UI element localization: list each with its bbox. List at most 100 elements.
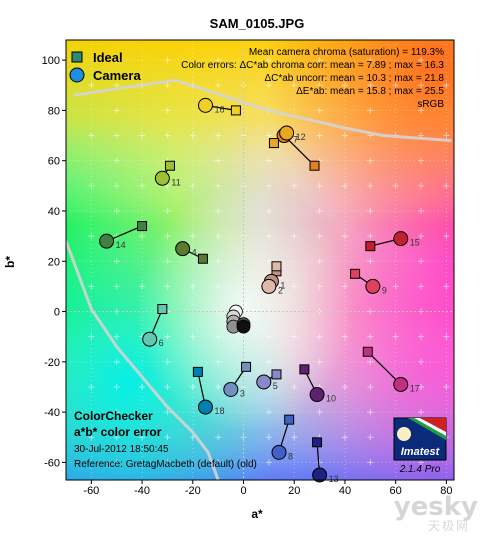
grid-cross	[215, 258, 222, 265]
grid-cross	[265, 57, 272, 64]
grid-cross	[316, 258, 323, 265]
grid-cross	[215, 409, 222, 416]
grid-cross	[418, 258, 425, 265]
ideal-point-16	[230, 105, 241, 116]
grid-cross	[418, 82, 425, 89]
ideal-point-18	[192, 366, 203, 377]
grid-cross	[367, 207, 374, 214]
grid-cross	[291, 383, 298, 390]
logo-name: Imatest	[401, 446, 441, 458]
grid-cross	[215, 82, 222, 89]
grid-cross	[164, 358, 171, 365]
grid-cross	[265, 233, 272, 240]
grid-cross	[392, 283, 399, 290]
grid-cross	[316, 459, 323, 466]
grid-cross	[113, 409, 120, 416]
error-vector-17	[367, 351, 402, 385]
grid-cross	[418, 358, 425, 365]
grid-cross	[418, 283, 425, 290]
camera-point-15	[393, 231, 409, 247]
x-tick-label: 20	[288, 485, 300, 497]
ideal-point-6	[157, 304, 168, 315]
camera-point-10	[309, 387, 325, 403]
grid-cross	[367, 182, 374, 189]
grid-cross	[291, 333, 298, 340]
grid-cross	[265, 459, 272, 466]
ideal-point-17	[362, 346, 373, 357]
grid-cross	[291, 82, 298, 89]
grid-cross	[189, 383, 196, 390]
grid-cross	[265, 358, 272, 365]
grid-cross	[164, 182, 171, 189]
grid-cross	[316, 283, 323, 290]
grid-cross	[88, 383, 95, 390]
grid-cross	[367, 434, 374, 441]
x-axis-label: a*	[251, 507, 263, 521]
grid-cross	[367, 233, 374, 240]
legend: Ideal Camera	[69, 50, 141, 83]
grid-cross	[367, 82, 374, 89]
camera-point-9	[365, 278, 381, 294]
grid-cross	[164, 57, 171, 64]
grid-cross	[189, 132, 196, 139]
grid-cross	[443, 233, 450, 240]
camera-point-11	[154, 170, 170, 186]
grid-cross	[341, 283, 348, 290]
grid-cross	[88, 283, 95, 290]
grid-cross	[164, 258, 171, 265]
grid-cross	[189, 182, 196, 189]
grid-cross	[215, 383, 222, 390]
grid-cross	[265, 333, 272, 340]
grid-cross	[215, 107, 222, 114]
grid-cross	[418, 107, 425, 114]
camera-point-13	[312, 467, 328, 483]
grid-cross	[88, 434, 95, 441]
stats-dcab-corr: Color errors: ΔC*ab chroma corr: mean = …	[181, 60, 444, 71]
patch-label-12: 12	[296, 132, 306, 142]
stats-deab: ΔE*ab: mean = 15.8 ; max = 25.5	[296, 86, 444, 97]
grid-cross	[443, 333, 450, 340]
grid-cross	[113, 258, 120, 265]
grid-cross	[215, 207, 222, 214]
grid-cross	[113, 82, 120, 89]
gamut-boundary-top	[73, 78, 452, 143]
camera-point-14	[99, 233, 115, 249]
grid-cross	[215, 182, 222, 189]
patch-label-18: 18	[214, 406, 224, 416]
grid-cross	[316, 333, 323, 340]
camera-point-8	[271, 444, 287, 460]
ideal-point-12	[268, 138, 279, 149]
bg-layer-gW	[66, 40, 454, 480]
grid-cross	[215, 157, 222, 164]
gamut-boundary-left	[66, 240, 220, 480]
grid-cross	[139, 182, 146, 189]
imatest-logo: Imatest 2.1.4 Pro	[393, 417, 447, 475]
grid-cross	[367, 459, 374, 466]
grid-cross	[316, 57, 323, 64]
grid-cross	[367, 409, 374, 416]
grid-cross	[443, 383, 450, 390]
grid-cross	[215, 333, 222, 340]
grid-cross	[189, 283, 196, 290]
grid-cross	[265, 434, 272, 441]
grid-cross	[367, 258, 374, 265]
camera-point-18	[197, 399, 213, 415]
grid-cross	[367, 358, 374, 365]
camera-point-16	[197, 97, 213, 113]
grid-cross	[113, 157, 120, 164]
ideal-point-15	[365, 241, 376, 252]
y-tick-label: 40	[48, 206, 60, 218]
info-datetime: 30-Jul-2012 18:50:45	[74, 444, 169, 455]
stats-dcab-uncorr: ΔC*ab uncorr: mean = 10.3 ; max = 21.8	[264, 73, 444, 84]
grid-cross	[164, 434, 171, 441]
y-tick-label: 0	[54, 307, 60, 319]
y-tick-label: 60	[48, 156, 60, 168]
neutral-point-6	[236, 319, 251, 334]
camera-point-4	[175, 241, 191, 257]
grid-cross	[316, 82, 323, 89]
grid-cross	[113, 107, 120, 114]
ideal-point-10	[299, 364, 310, 375]
grid-cross	[316, 409, 323, 416]
grid-cross	[367, 333, 374, 340]
grid-cross	[113, 459, 120, 466]
